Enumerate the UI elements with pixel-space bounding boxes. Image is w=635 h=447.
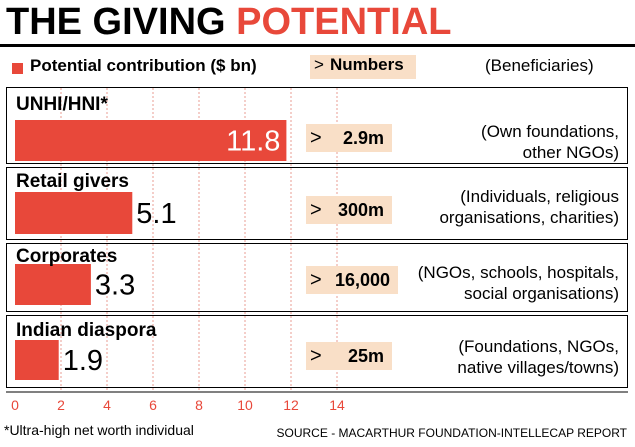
number-arrow: > (310, 127, 322, 149)
x-tick-label: 10 (237, 397, 253, 413)
value-label-1: 11.8 (226, 126, 280, 158)
category-label-unhi: UNHI/HNI* (16, 94, 108, 115)
title-part2: POTENTIAL (236, 1, 452, 43)
legend-beneficiaries: (Beneficiaries) (485, 56, 594, 75)
number-arrow: > (310, 269, 322, 291)
legend-swatch (12, 63, 23, 74)
footnote: *Ultra-high net worth individual (4, 422, 194, 438)
beneficiaries-line: (Individuals, religious (460, 187, 619, 206)
legend-numbers-label: Numbers (330, 55, 404, 74)
beneficiaries-corporates: (NGOs, schools, hospitals, social organi… (418, 262, 619, 304)
value-label-3: 3.3 (95, 270, 135, 302)
bar-4 (15, 340, 59, 380)
category-label-corporates: Corporates (16, 246, 118, 267)
bar-1 (15, 120, 287, 161)
number-box-unhi: > 2.9m (306, 124, 392, 152)
category-label-diaspora: Indian diaspora (16, 320, 157, 341)
number-value-corporates: 16,000 (334, 270, 390, 290)
legend-arrow: > (314, 55, 324, 74)
title-rule (0, 44, 635, 47)
number-box-diaspora: > 25m (306, 342, 392, 370)
beneficiaries-line: (Foundations, NGOs, (458, 337, 619, 356)
row-panel-retail (6, 167, 628, 240)
x-tick-label: 0 (11, 397, 19, 413)
number-arrow: > (310, 199, 322, 221)
number-arrow: > (310, 345, 322, 367)
beneficiaries-line: native villages/towns) (457, 358, 619, 377)
legend-contribution: Potential contribution ($ bn) (30, 56, 257, 75)
x-tick-label: 6 (149, 397, 157, 413)
beneficiaries-retail: (Individuals, religious organisations, c… (439, 186, 619, 228)
x-tick-label: 8 (195, 397, 203, 413)
beneficiaries-unhi: (Own foundations, other NGOs) (481, 121, 619, 163)
row-panel-diaspora (6, 315, 628, 388)
category-label-retail: Retail givers (16, 171, 129, 192)
beneficiaries-line: (Own foundations, (481, 122, 619, 141)
value-label-4: 1.9 (63, 345, 103, 377)
x-tick-label: 2 (57, 397, 65, 413)
beneficiaries-diaspora: (Foundations, NGOs, native villages/town… (457, 336, 619, 378)
row-panel-corporates (6, 243, 628, 312)
beneficiaries-line: social organisations) (464, 284, 619, 303)
bar-3 (15, 264, 91, 305)
beneficiaries-line: organisations, charities) (439, 208, 619, 227)
beneficiaries-line: (NGOs, schools, hospitals, (417, 263, 619, 282)
number-box-corporates: > 16,000 (306, 266, 398, 294)
source-credit: SOURCE - MACARTHUR FOUNDATION-INTELLECAP… (276, 426, 627, 440)
title-part1: THE GIVING (6, 1, 237, 43)
x-tick-label: 12 (283, 397, 299, 413)
value-label-2: 5.1 (136, 198, 176, 230)
number-value-retail: 300m (337, 200, 384, 220)
page-title: THE GIVING POTENTIAL (6, 2, 451, 42)
beneficiaries-line: other NGOs) (522, 143, 619, 162)
bar-2 (15, 192, 133, 234)
number-value-diaspora: 25m (347, 346, 384, 366)
x-tick-label: 14 (329, 397, 345, 413)
legend-numbers: > Numbers (310, 55, 416, 79)
row-panel-unhi (6, 87, 628, 164)
number-box-retail: > 300m (306, 196, 392, 224)
number-value-unhi: 2.9m (342, 128, 384, 148)
x-tick-label: 4 (103, 397, 111, 413)
